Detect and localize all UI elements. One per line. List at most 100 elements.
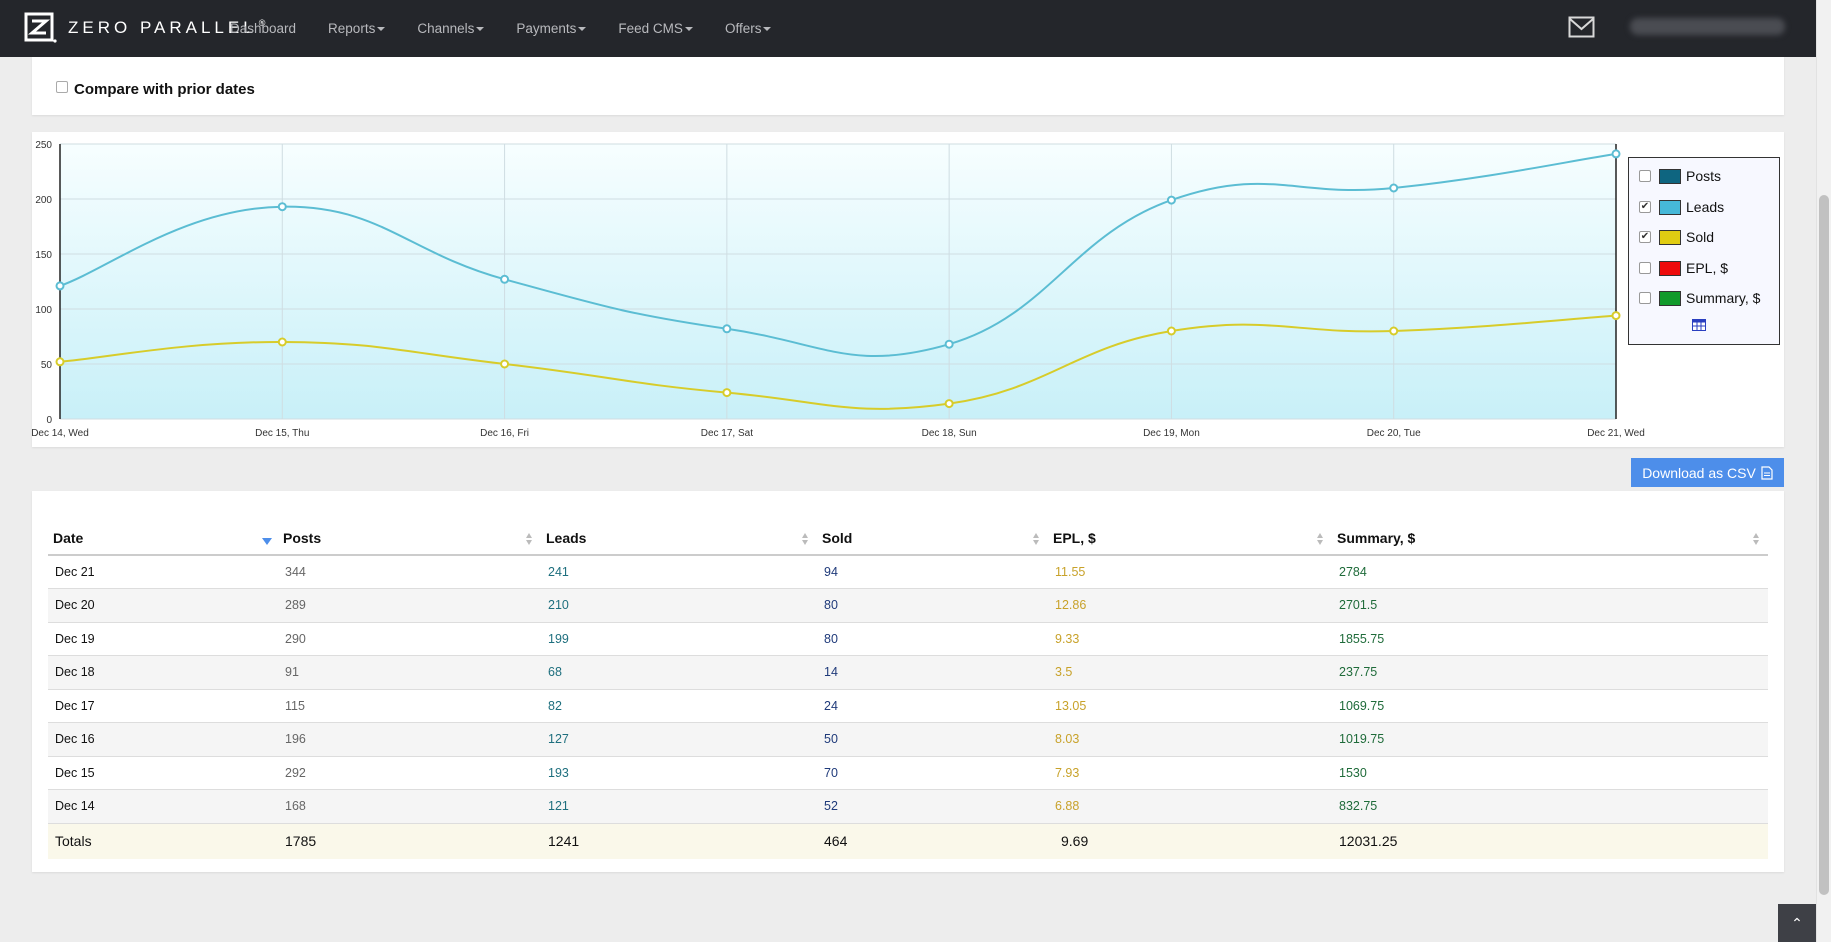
cell-summary: 2784 [1332, 555, 1768, 589]
legend-checkbox-posts[interactable] [1639, 170, 1651, 182]
x-tick-label: Dec 20, Tue [1367, 428, 1421, 439]
cell-epl: 12.86 [1048, 588, 1332, 623]
nav-dashboard[interactable]: Dashboard [230, 21, 297, 36]
data-point-sold [277, 337, 287, 347]
file-icon [1761, 465, 1773, 480]
mail-icon[interactable] [1568, 16, 1595, 38]
totals-label: Totals [48, 823, 278, 859]
legend-checkbox-summary[interactable] [1639, 292, 1651, 304]
scrollbar-thumb[interactable] [1819, 195, 1829, 895]
chevron-down-icon [684, 27, 693, 32]
sort-icon [1033, 533, 1040, 545]
cell-summary: 1069.75 [1332, 689, 1768, 723]
data-point-leads [55, 281, 65, 291]
legend-checkbox-sold[interactable]: ✔ [1639, 231, 1651, 243]
totals-row: Totals 1785 1241 464 9.69 12031.25 [48, 823, 1768, 859]
y-tick-label: 250 [35, 140, 52, 151]
nav-offers[interactable]: Offers [725, 21, 772, 36]
legend-checkbox-leads[interactable]: ✔ [1639, 201, 1651, 213]
sort-icon [1753, 533, 1760, 545]
cell-date: Dec 20 [48, 588, 278, 623]
page-scrollbar[interactable] [1816, 0, 1831, 942]
chart-panel: 0 50 100 150 200 250 Dec 14, Wed Dec 15, Thu Dec… [32, 132, 1784, 447]
nav-reports[interactable]: Reports [328, 21, 386, 36]
cell-epl: 11.55 [1048, 555, 1332, 589]
chevron-down-icon [476, 27, 485, 32]
total-posts: 1785 [278, 823, 541, 859]
sort-icon [802, 533, 809, 545]
legend-label: Posts [1686, 168, 1722, 184]
cell-summary: 1855.75 [1332, 622, 1768, 656]
cell-posts: 168 [278, 789, 541, 824]
main-nav: Dashboard Reports Channels Payments Feed… [230, 0, 803, 57]
cell-sold: 24 [817, 689, 1048, 723]
cell-posts: 196 [278, 722, 541, 757]
column-header-epl[interactable]: EPL, $ [1048, 521, 1332, 556]
chart-legend: Posts ✔ Leads ✔ Sold EPL, $ Summary, $ [1628, 157, 1780, 345]
cell-epl: 6.88 [1048, 789, 1332, 824]
y-tick-label: 0 [46, 415, 52, 426]
cell-date: Dec 21 [48, 555, 278, 589]
zero-parallel-logo-icon [24, 12, 57, 43]
nav-payments[interactable]: Payments [516, 21, 587, 36]
legend-swatch-epl [1659, 260, 1681, 276]
total-sold: 464 [817, 823, 1048, 859]
x-tick-label: Dec 16, Fri [480, 428, 529, 439]
line-chart: 0 50 100 150 200 250 Dec 14, Wed Dec 15, Thu Dec… [32, 140, 1645, 439]
legend-swatch-posts [1659, 168, 1681, 184]
cell-summary: 832.75 [1332, 789, 1768, 824]
scroll-to-top-button[interactable]: ⌃ [1778, 904, 1816, 942]
legend-item-epl[interactable]: EPL, $ [1639, 258, 1728, 278]
cell-summary: 237.75 [1332, 655, 1768, 690]
data-point-leads [1389, 183, 1399, 193]
nav-feed-cms[interactable]: Feed CMS [618, 21, 693, 36]
cell-leads: 241 [541, 555, 817, 589]
cell-sold: 80 [817, 622, 1048, 656]
sort-icon [526, 533, 533, 545]
download-csv-button[interactable]: Download as CSV [1631, 458, 1784, 487]
column-header-date[interactable]: Date [48, 521, 278, 556]
legend-label: Sold [1686, 229, 1715, 245]
total-leads: 1241 [541, 823, 817, 859]
legend-swatch-sold [1659, 229, 1681, 245]
legend-item-sold[interactable]: ✔ Sold [1639, 227, 1714, 247]
cell-posts: 292 [278, 756, 541, 790]
data-point-leads [1611, 149, 1621, 159]
data-point-sold [1166, 326, 1176, 336]
legend-item-posts[interactable]: Posts [1639, 166, 1721, 186]
compare-label: Compare with prior dates [74, 81, 255, 98]
user-menu[interactable] [1630, 18, 1785, 35]
legend-swatch-summary [1659, 290, 1681, 306]
column-header-summary[interactable]: Summary, $ [1332, 521, 1768, 556]
cell-epl: 3.5 [1048, 655, 1332, 690]
legend-item-summary[interactable]: Summary, $ [1639, 288, 1760, 308]
x-tick-label: Dec 15, Thu [255, 428, 309, 439]
table-row: Dec 14 168 121 52 6.88 832.75 [48, 789, 1768, 824]
series-line-sold [59, 314, 1617, 410]
compare-checkbox[interactable] [56, 81, 68, 93]
legend-item-leads[interactable]: ✔ Leads [1639, 197, 1724, 217]
nav-channels[interactable]: Channels [417, 21, 485, 36]
cell-posts: 344 [278, 555, 541, 589]
table-row: Dec 19 290 199 80 9.33 1855.75 [48, 622, 1768, 656]
column-header-sold[interactable]: Sold [817, 521, 1048, 556]
compare-panel: Compare with prior dates [32, 57, 1784, 115]
data-point-sold [500, 359, 510, 369]
x-tick-label: Dec 18, Sun [922, 428, 977, 439]
legend-label: EPL, $ [1686, 260, 1729, 276]
column-header-posts[interactable]: Posts [278, 521, 541, 556]
column-header-leads[interactable]: Leads [541, 521, 817, 556]
legend-checkbox-epl[interactable] [1639, 262, 1651, 274]
data-point-leads [277, 202, 287, 212]
x-tick-label: Dec 17, Sat [701, 428, 753, 439]
data-point-leads [722, 324, 732, 334]
cell-epl: 7.93 [1048, 756, 1332, 790]
cell-leads: 193 [541, 756, 817, 790]
cell-date: Dec 14 [48, 789, 278, 824]
data-point-leads [1166, 195, 1176, 205]
y-tick-label: 200 [35, 195, 52, 206]
table-row: Dec 20 289 210 80 12.86 2701.5 [48, 588, 1768, 623]
brand-logo[interactable]: ZERO PARALLEL ® [24, 10, 265, 46]
table-view-icon[interactable] [1692, 319, 1706, 331]
cell-posts: 289 [278, 588, 541, 623]
